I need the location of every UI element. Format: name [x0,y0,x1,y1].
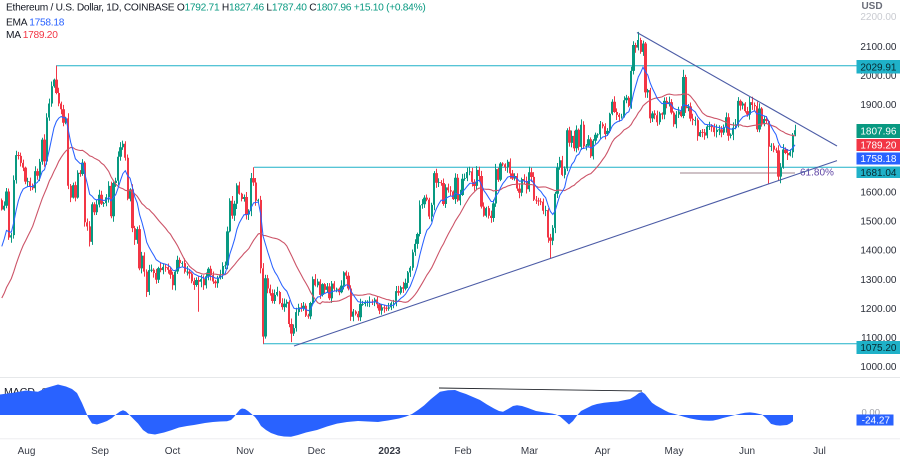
svg-text:Jul: Jul [813,446,826,457]
svg-text:1000.00: 1000.00 [860,362,897,373]
svg-text:1075.20: 1075.20 [860,343,897,354]
svg-text:1758.18: 1758.18 [860,154,897,165]
svg-text:1200.00: 1200.00 [860,304,897,315]
svg-text:1100.00: 1100.00 [861,333,897,344]
svg-text:1500.00: 1500.00 [860,217,897,228]
svg-text:Ethereum / U.S. Dollar, 1D, CO: Ethereum / U.S. Dollar, 1D, COINBASE O17… [6,3,425,14]
svg-text:1681.04: 1681.04 [860,168,897,179]
svg-text:2100.00: 2100.00 [860,42,897,53]
svg-text:Oct: Oct [165,446,181,457]
svg-text:Sep: Sep [91,446,109,457]
svg-text:Feb: Feb [454,446,472,457]
svg-text:2200.00: 2200.00 [860,12,897,23]
svg-text:-24.27: -24.27 [862,416,891,427]
svg-text:2000.00: 2000.00 [860,71,897,82]
svg-text:1789.20: 1789.20 [860,141,897,152]
svg-text:Nov: Nov [236,446,254,457]
svg-text:61.80%: 61.80% [800,167,834,178]
svg-text:Jun: Jun [739,446,755,457]
svg-text:1300.00: 1300.00 [860,275,897,286]
svg-text:1400.00: 1400.00 [860,246,897,257]
svg-text:Aug: Aug [18,446,36,457]
svg-text:Apr: Apr [595,446,611,457]
svg-text:MA 1789.20: MA 1789.20 [6,30,58,41]
svg-text:0.00: 0.00 [862,407,881,418]
svg-text:1807.96: 1807.96 [860,127,897,138]
svg-text:1600.00: 1600.00 [860,188,897,199]
svg-text:Dec: Dec [308,446,326,457]
svg-text:1900.00: 1900.00 [860,100,897,111]
svg-text:USD: USD [861,1,882,12]
svg-text:2023: 2023 [378,446,401,457]
svg-text:EMA 1758.18: EMA 1758.18 [6,17,65,28]
svg-text:2029.91: 2029.91 [860,62,897,73]
svg-text:Mar: Mar [521,446,539,457]
svg-text:May: May [665,446,684,457]
